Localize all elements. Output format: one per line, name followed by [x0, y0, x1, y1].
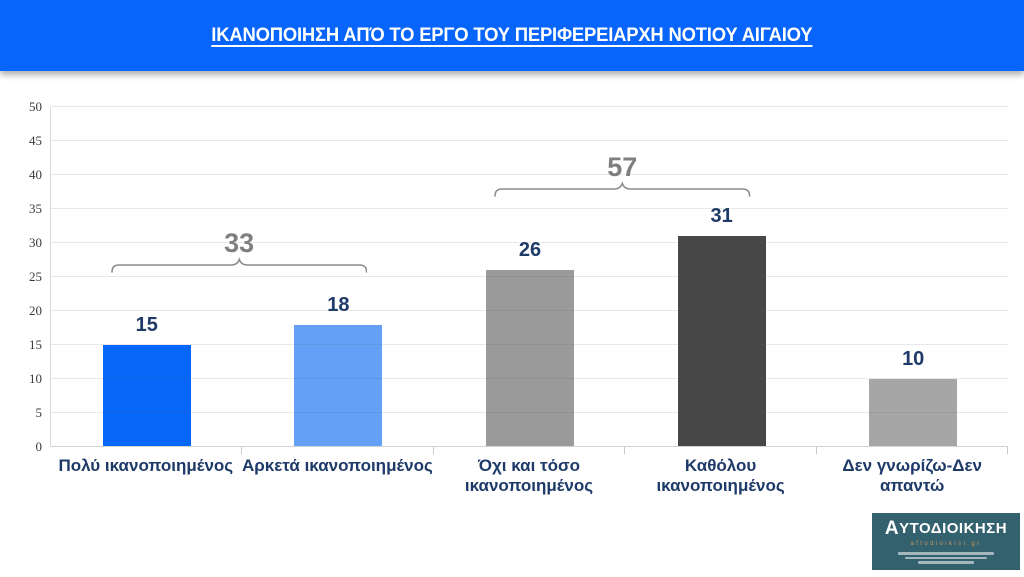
y-axis-tick-labels: 0 5 10 15 20 25 30 35 40 45 50: [0, 99, 43, 454]
chart-title: ΙΚΑΝΟΠΟΙΗΣΗ ΑΠΌ ΤΟ ΕΡΓΟ ΤΟΥ ΠΕΡΙΦΕΡΕΙΑΡΧ…: [211, 24, 813, 46]
x-axis-tick: [1007, 447, 1008, 454]
y-tick-label: 5: [35, 405, 43, 420]
gridline: [51, 242, 1008, 243]
bracket-shape: [494, 180, 751, 197]
y-tick-label: 20: [29, 303, 42, 318]
x-axis-tick: [624, 447, 626, 454]
y-tick-label: 25: [29, 269, 42, 284]
bar-value-label: 26: [518, 239, 542, 262]
bar-value-label: 10: [902, 348, 925, 370]
category-label-1: Αρκετά ικανοποιημένος: [241, 456, 433, 475]
gridline: [51, 276, 1008, 277]
plot-area: 15 18 26 31 10: [50, 106, 1009, 454]
bar-slot: 10: [817, 107, 1009, 447]
category-label-2: Όχι και τόσο ικανοποιημένος: [464, 456, 594, 496]
x-axis-tick: [815, 447, 817, 454]
bar-4: [869, 379, 958, 447]
category-label-3: Καθόλου ικανοποιημένος: [656, 456, 785, 496]
bracket-shape: [110, 257, 368, 273]
gridline: [51, 174, 1008, 175]
category-label-0: Πολύ ικανοποιημένος: [58, 456, 234, 475]
logo-site-url: aftodioikisi.gr: [910, 541, 982, 548]
fine-print-line: [905, 556, 987, 560]
fine-print-line: [898, 552, 994, 555]
category-label-4: Δεν γνωρίζω-Δεν απαντώ: [842, 456, 982, 496]
bar-0: [102, 345, 191, 447]
aftodioikisi-logo: ΑΥΤΟΔΙΟΙΚΗΣΗ aftodioikisi.gr: [872, 513, 1020, 570]
bar-value-label: 15: [135, 314, 158, 336]
gridline: [51, 106, 1008, 107]
y-tick-label: 40: [29, 167, 42, 182]
x-axis-tick: [241, 447, 243, 454]
bar-slot: 18: [243, 107, 435, 447]
gridline: [51, 344, 1008, 345]
y-tick-label: 35: [29, 201, 42, 216]
y-tick-label: 0: [35, 439, 43, 454]
logo-initial-letter: Α: [884, 518, 900, 540]
gridline: [51, 208, 1008, 209]
logo-fine-print: [898, 552, 994, 564]
group-bracket-57: 57: [494, 153, 751, 197]
group-bracket-33: 33: [110, 229, 368, 273]
logo-wordmark: ΑΥΤΟΔΙΟΙΚΗΣΗ: [885, 519, 1007, 538]
title-banner: ΙΚΑΝΟΠΟΙΗΣΗ ΑΠΌ ΤΟ ΕΡΓΟ ΤΟΥ ΠΕΡΙΦΕΡΕΙΑΡΧ…: [0, 0, 1024, 71]
y-tick-label: 30: [29, 235, 42, 250]
bar-value-label: 31: [710, 205, 733, 228]
gridline: [51, 140, 1008, 141]
group-sum-label: 33: [224, 227, 255, 258]
fine-print-line: [918, 561, 974, 564]
logo-wordmark-rest: ΥΤΟΔΙΟΙΚΗΣΗ: [899, 520, 1008, 538]
bar-slot: 31: [626, 107, 818, 447]
bar-slot: 15: [51, 107, 243, 447]
x-axis-tick: [432, 447, 434, 454]
y-tick-label: 45: [29, 133, 42, 148]
bar-slot: 26: [434, 107, 626, 447]
bar-3: [677, 236, 766, 447]
gridline: [51, 378, 1008, 379]
group-sum-label: 57: [607, 151, 638, 182]
x-axis-baseline: [51, 446, 1008, 447]
gridline: [51, 310, 1008, 311]
gridline: [51, 412, 1008, 413]
y-tick-label: 15: [29, 337, 42, 352]
x-axis-category-labels: Πολύ ικανοποιημένος Αρκετά ικανοποιημένος…: [50, 456, 1008, 496]
bar-1: [294, 324, 383, 447]
y-tick-label: 50: [29, 99, 42, 114]
bar-value-label: 18: [327, 293, 350, 316]
bar-2: [485, 270, 574, 447]
y-tick-label: 10: [29, 371, 42, 386]
